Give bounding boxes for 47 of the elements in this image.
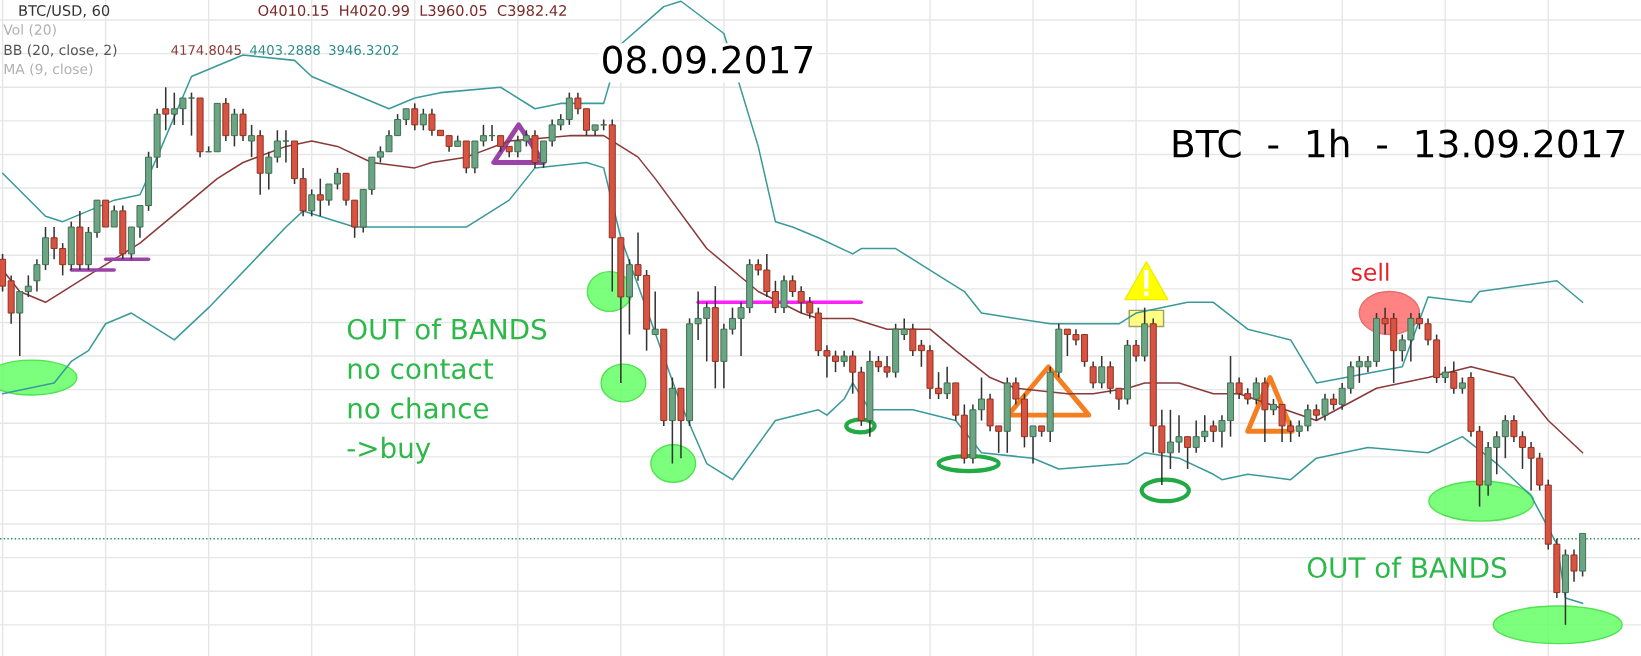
candlestick — [849, 349, 857, 395]
candlestick — [110, 204, 118, 228]
candlestick — [900, 317, 908, 341]
annotation: OUT of BANDS no contact no chance ->buy — [347, 318, 547, 464]
candlestick — [943, 366, 951, 400]
candlestick — [230, 107, 238, 148]
candlestick — [308, 188, 316, 218]
candlestick — [419, 107, 427, 132]
annotation: sell — [1351, 262, 1389, 282]
candlestick — [24, 274, 32, 298]
text: O4010.15 H4020.99 L3960.05 C3982.42 — [258, 5, 566, 17]
text: 4403.2888 — [250, 45, 320, 55]
candlestick — [1252, 376, 1260, 406]
candlestick — [1570, 548, 1578, 583]
candlestick — [162, 86, 170, 132]
candlestick — [1209, 419, 1217, 443]
candlestick — [1132, 339, 1140, 363]
candlestick — [282, 129, 290, 164]
text: 3946.3202 — [329, 45, 399, 55]
candlestick — [565, 91, 573, 126]
text: MA (9, close) — [4, 63, 93, 76]
candlestick — [1501, 414, 1509, 459]
candlestick — [239, 107, 247, 142]
candlestick — [265, 151, 273, 191]
candlestick — [1089, 360, 1097, 390]
candlestick — [514, 134, 522, 158]
candlestick — [1450, 360, 1458, 395]
text: 08.09.2017 — [603, 45, 813, 74]
candlestick — [909, 323, 917, 357]
candlestick — [1321, 392, 1329, 422]
annotation: OUT of BANDS — [1307, 556, 1507, 579]
text: Vol (20) — [3, 24, 56, 37]
candlestick — [651, 290, 659, 336]
candlestick — [248, 124, 256, 158]
candlestick — [789, 274, 797, 298]
candlestick — [771, 280, 779, 314]
text: BTC - 1h - 13.09.2017 — [1173, 128, 1625, 158]
candlestick — [16, 290, 24, 357]
candlestick — [1184, 435, 1192, 470]
candlestick — [1098, 355, 1106, 390]
candlestick — [273, 129, 281, 164]
candlestick — [316, 177, 324, 218]
candlestick — [1029, 425, 1037, 465]
candlestick — [411, 102, 419, 132]
text: BTC/USD, 60 — [19, 5, 110, 18]
text: BB (20, close, 2) — [4, 44, 117, 57]
text: 4174.8045 — [171, 45, 241, 55]
